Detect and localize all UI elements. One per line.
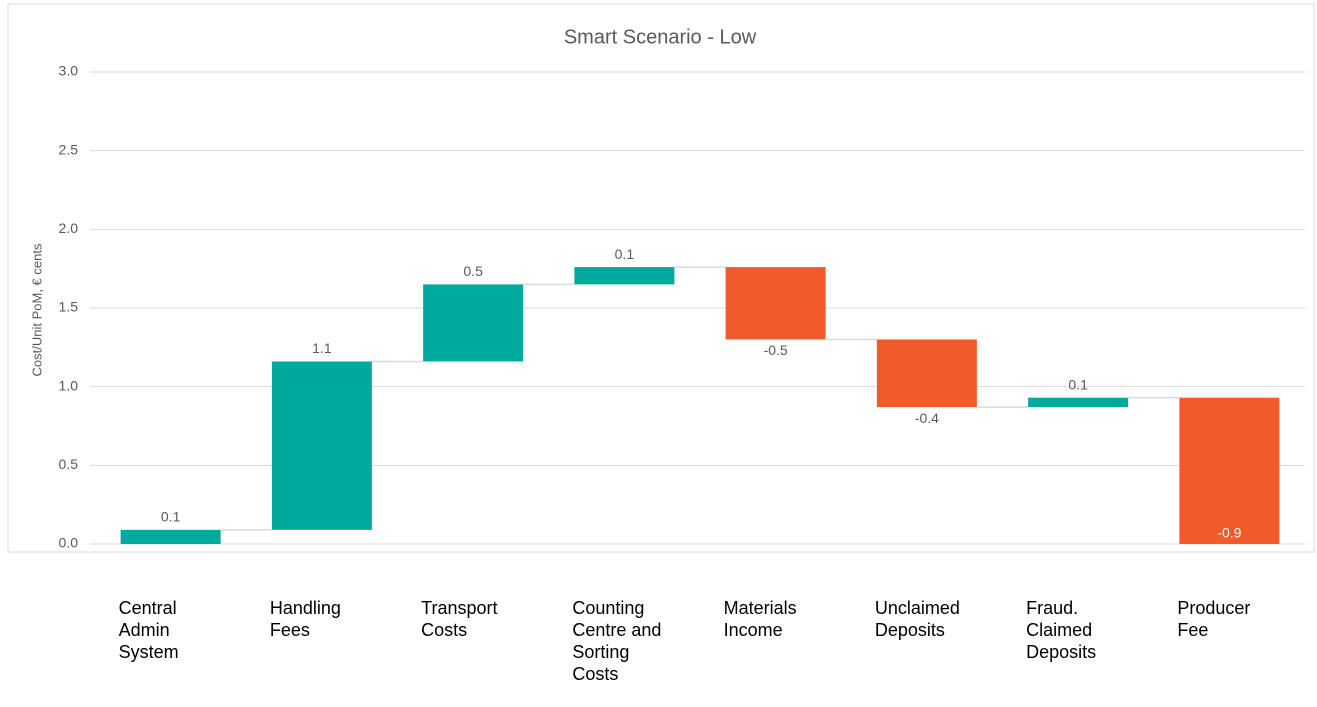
data-label: 0.1 (161, 509, 181, 525)
x-tick-label: Transport Costs (421, 598, 498, 640)
x-tick-label: Central Admin System (118, 598, 179, 662)
y-tick-label: 0.5 (59, 456, 79, 472)
data-label: 0.5 (463, 263, 483, 279)
bar (574, 267, 675, 285)
data-label: -0.4 (915, 410, 939, 426)
y-tick-label: 0.0 (59, 535, 79, 551)
chart-frame (7, 3, 1315, 553)
x-tick-label: Counting Centre and Sorting Costs (572, 598, 662, 684)
data-label: 1.1 (312, 340, 332, 356)
x-tick-label: Fraud. Claimed Deposits (1026, 598, 1097, 662)
bar (1179, 397, 1280, 544)
x-tick-label: Producer Fee (1177, 598, 1251, 640)
bar (271, 361, 372, 530)
y-tick-label: 2.0 (59, 220, 79, 236)
data-label: 0.1 (1068, 376, 1088, 392)
y-tick-label: 1.0 (59, 377, 79, 393)
data-label: -0.9 (1217, 525, 1241, 541)
data-label: -0.5 (764, 342, 788, 358)
chart-title: Smart Scenario - Low (564, 26, 757, 48)
y-tick-label: 1.5 (59, 299, 79, 315)
y-tick-label: 3.0 (59, 63, 79, 79)
data-label: 0.1 (615, 246, 635, 262)
bar (876, 339, 977, 408)
bar (725, 267, 826, 340)
bar (423, 284, 524, 362)
bar (120, 529, 221, 544)
x-tick-label: Materials Income (723, 598, 797, 640)
x-tick-label: Unclaimed Deposits (874, 598, 960, 640)
bar (1028, 397, 1129, 408)
x-tick-label: Handling Fees (269, 598, 341, 640)
y-tick-label: 2.5 (59, 141, 79, 157)
y-axis-label: Cost/Unit PoM, € cents (29, 243, 44, 376)
